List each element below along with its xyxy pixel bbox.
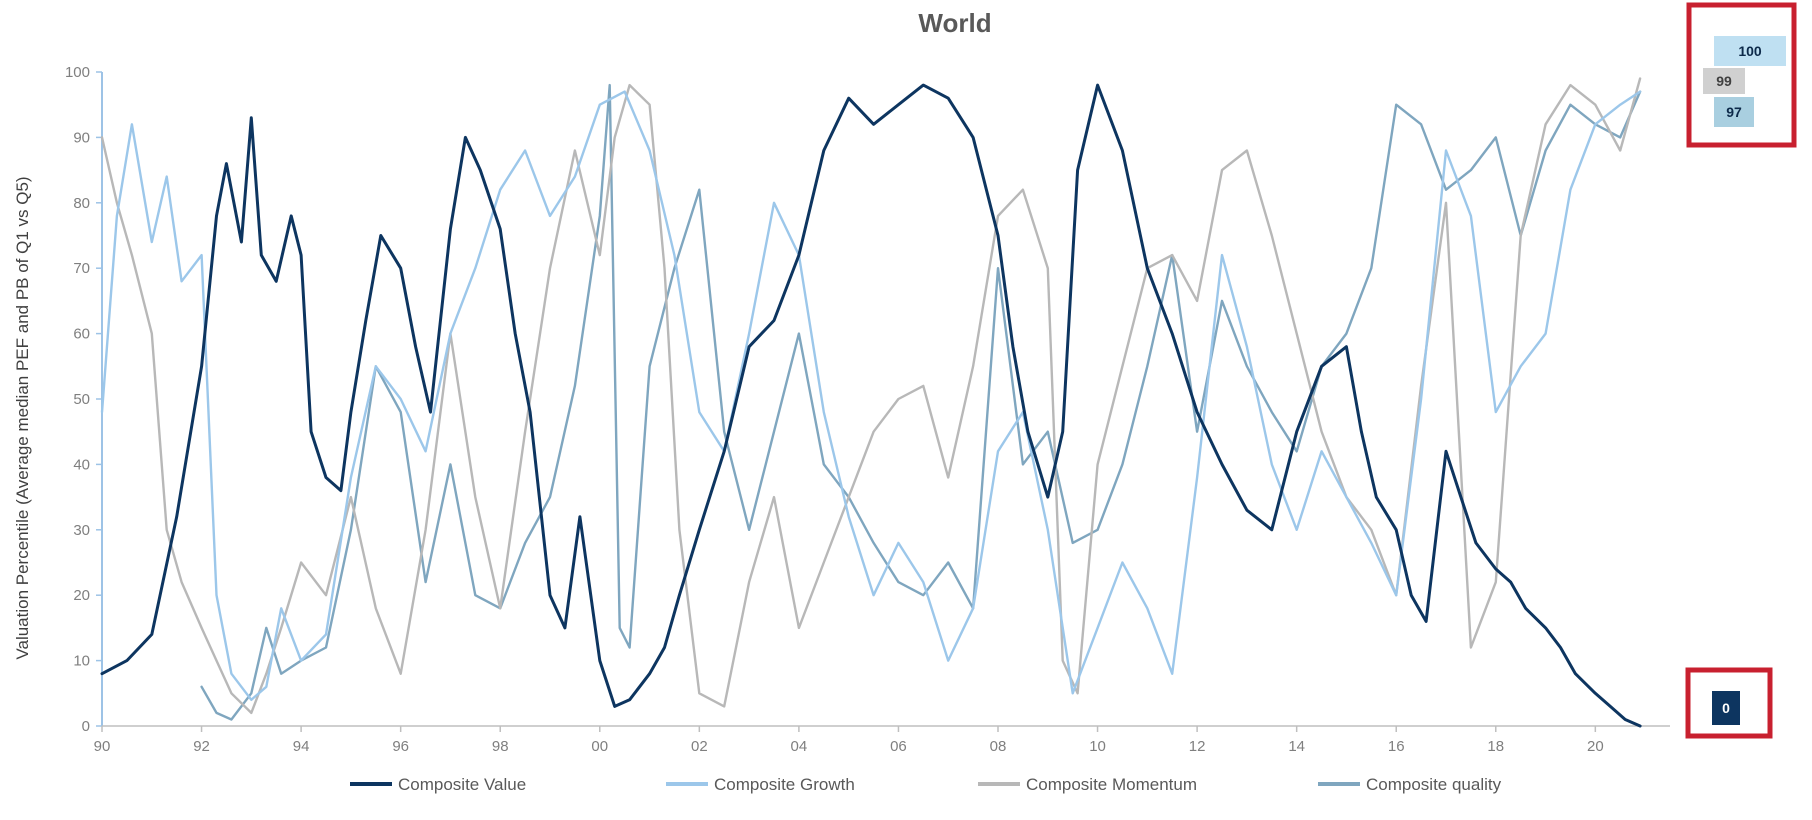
x-tick-label: 08	[990, 738, 1007, 755]
series-line-composite-value	[100, 83, 1642, 728]
highlight-box-top	[1686, 2, 1797, 148]
y-tick-label: 70	[73, 260, 90, 277]
x-tick-label: 12	[1189, 738, 1206, 755]
series-line-composite-growth	[100, 90, 1642, 701]
legend: Composite Value Composite Growth Composite…	[350, 775, 1502, 794]
y-tick-label: 60	[73, 326, 90, 343]
series-line-composite-momentum	[100, 77, 1642, 715]
y-tick-label: 20	[73, 587, 90, 604]
end-label-box	[1714, 36, 1786, 66]
y-tick-label: 50	[73, 391, 90, 408]
y-tick-label: 80	[73, 195, 90, 212]
series-layer	[100, 77, 1642, 728]
x-tick-label: 16	[1388, 738, 1405, 755]
end-label-text: 0	[1722, 700, 1730, 716]
x-tick-label: 94	[293, 738, 310, 755]
chart-title: World	[918, 8, 991, 38]
legend-label: Composite quality	[1366, 775, 1502, 794]
axes: 0 10 20 30 40 50 60 70 80 90 100 90 92 94 96 98 00 02 04 06…	[65, 64, 1670, 755]
legend-label: Composite Growth	[714, 775, 855, 794]
x-tick-label: 00	[591, 738, 608, 755]
end-label-text: 99	[1716, 73, 1732, 89]
end-label-box	[1712, 691, 1740, 725]
y-tick-label: 100	[65, 64, 90, 81]
x-tick-label: 18	[1487, 738, 1504, 755]
x-tick-label: 04	[791, 738, 808, 755]
y-tick-label: 10	[73, 653, 90, 670]
legend-label: Composite Value	[398, 775, 526, 794]
x-tick-label: 92	[193, 738, 210, 755]
end-label-text: 97	[1726, 104, 1742, 120]
x-tick-label: 96	[392, 738, 409, 755]
end-label-box	[1714, 97, 1754, 127]
y-axis-title: Valuation Percentile (Average median PEF…	[13, 176, 32, 659]
highlight-box-bottom	[1685, 667, 1773, 739]
series-line-composite-quality	[200, 83, 1642, 721]
end-label-text: 100	[1738, 43, 1762, 59]
x-tick-label: 10	[1089, 738, 1106, 755]
x-tick-label: 90	[94, 738, 111, 755]
x-tick-label: 20	[1587, 738, 1604, 755]
y-tick-label: 30	[73, 522, 90, 539]
x-tick-label: 06	[890, 738, 907, 755]
y-tick-label: 90	[73, 129, 90, 146]
y-tick-label: 40	[73, 456, 90, 473]
x-tick-label: 02	[691, 738, 708, 755]
end-labels: 100 99 97 0	[1685, 2, 1797, 739]
x-tick-label: 14	[1288, 738, 1305, 755]
end-label-box	[1703, 68, 1745, 94]
legend-label: Composite Momentum	[1026, 775, 1197, 794]
x-tick-label: 98	[492, 738, 509, 755]
y-tick-label: 0	[82, 718, 90, 735]
